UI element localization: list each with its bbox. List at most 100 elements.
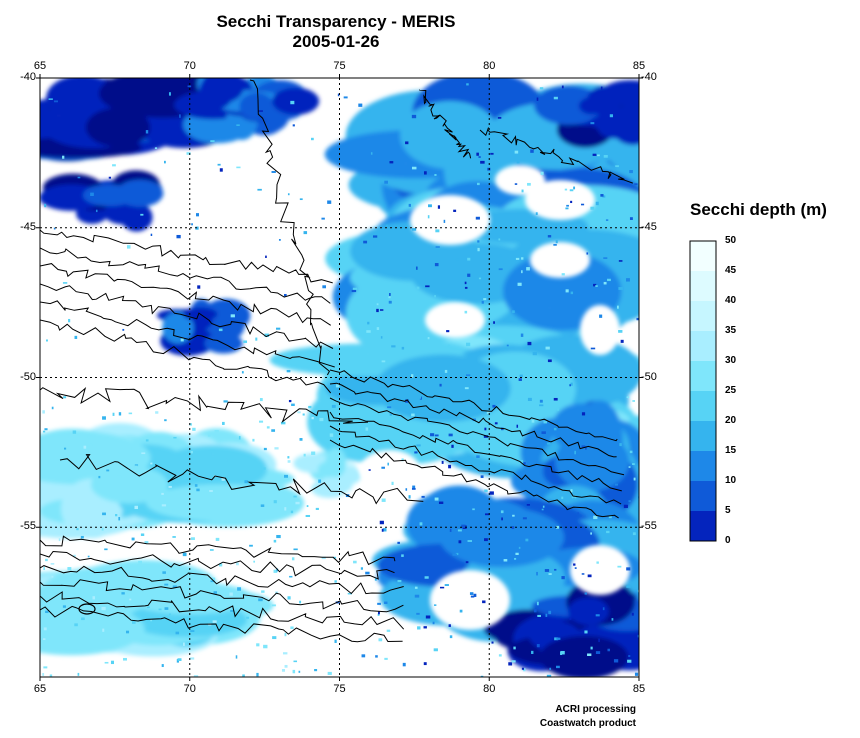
secchi-speck (172, 585, 177, 588)
bathymetry-contour-line (40, 247, 331, 304)
secchi-patch-east-south (374, 354, 511, 423)
secchi-speck (536, 97, 539, 101)
colorbar (689, 240, 717, 542)
secchi-speck (423, 626, 427, 629)
secchi-speck (555, 240, 558, 244)
secchi-speck (276, 568, 279, 572)
secchi-speck (477, 240, 480, 243)
colorbar-label: 20 (725, 415, 737, 426)
secchi-speck (125, 630, 130, 634)
secchi-speck (218, 563, 223, 567)
secchi-speck (570, 489, 573, 493)
secchi-speck (189, 657, 195, 660)
secchi-speck (629, 217, 633, 220)
secchi-speck (512, 310, 515, 314)
secchi-speck (161, 492, 164, 495)
secchi-speck (521, 189, 524, 193)
secchi-speck (498, 238, 501, 241)
lon-tick-label: 75 (333, 683, 346, 695)
secchi-speck (466, 342, 471, 347)
secchi-speck (68, 318, 71, 323)
secchi-speck (236, 166, 241, 169)
secchi-speck (416, 444, 421, 447)
secchi-speck (480, 160, 485, 164)
secchi-speck (626, 278, 630, 282)
secchi-speck (481, 300, 484, 304)
secchi-speck (374, 578, 377, 581)
secchi-speck (329, 433, 334, 437)
secchi-speck (539, 404, 544, 407)
secchi-speck (448, 464, 452, 469)
secchi-speck (554, 568, 557, 571)
secchi-speck (380, 336, 383, 339)
secchi-speck (416, 286, 420, 290)
secchi-speck (619, 443, 622, 447)
secchi-depth-field (40, 78, 639, 677)
bathymetry-contour-line (40, 283, 334, 349)
secchi-speck (169, 613, 172, 616)
secchi-speck (95, 209, 98, 213)
secchi-patch-northeast (602, 84, 639, 106)
bathymetry-contour-line (40, 319, 332, 394)
secchi-speck (43, 666, 48, 669)
secchi-speck (48, 98, 53, 100)
bathymetry-contour-line (419, 89, 472, 159)
secchi-speck (618, 287, 623, 290)
secchi-speck (150, 462, 153, 465)
bathymetry-contour-line (329, 425, 622, 505)
secchi-speck (63, 396, 67, 399)
secchi-speck (155, 411, 159, 414)
bathymetry-contour-line (40, 300, 335, 368)
secchi-speck (154, 147, 158, 149)
secchi-speck (595, 201, 599, 206)
map-title: Secchi Transparency - MERIS (216, 12, 456, 31)
secchi-speck (426, 154, 430, 159)
secchi-speck (526, 267, 530, 271)
secchi-speck (299, 198, 303, 201)
secchi-speck (229, 592, 233, 596)
secchi-speck (571, 495, 577, 499)
secchi-speck (241, 591, 244, 595)
secchi-speck (499, 254, 502, 257)
secchi-speck (343, 96, 348, 99)
secchi-speck (544, 569, 550, 572)
lon-tick-label: 80 (483, 683, 496, 695)
secchi-speck (42, 410, 45, 414)
secchi-speck (184, 459, 187, 462)
bathymetry-contour-line (329, 439, 619, 519)
secchi-speck (287, 456, 290, 459)
secchi-speck (487, 227, 490, 230)
secchi-speck (428, 204, 432, 208)
secchi-speck (590, 347, 596, 350)
secchi-speck (637, 634, 639, 638)
secchi-speck (58, 538, 61, 542)
secchi-speck (461, 524, 466, 528)
secchi-speck (255, 337, 258, 341)
secchi-speck (566, 204, 569, 207)
secchi-speck (584, 630, 588, 634)
secchi-speck (633, 477, 636, 481)
secchi-speck (391, 345, 396, 348)
secchi-speck (466, 83, 469, 86)
colorbar-title: Secchi depth (m) (690, 200, 827, 219)
secchi-speck (478, 156, 481, 158)
secchi-speck (314, 668, 318, 672)
secchi-speck (384, 657, 388, 660)
secchi-patch-southwest (90, 465, 168, 504)
secchi-speck (64, 447, 67, 450)
lon-tick-label: 65 (33, 683, 47, 695)
secchi-speck (519, 430, 524, 434)
secchi-speck (89, 443, 93, 447)
secchi-speck (472, 508, 475, 511)
secchi-speck (284, 474, 289, 478)
secchi-speck (178, 114, 181, 118)
secchi-speck (581, 573, 585, 575)
secchi-speck (327, 671, 332, 675)
secchi-speck (366, 330, 371, 333)
colorbar-segment (690, 271, 716, 301)
secchi-speck (556, 408, 560, 411)
secchi-speck (210, 580, 215, 583)
lat-tick-label: -50 (20, 370, 36, 383)
secchi-speck (516, 424, 519, 428)
colorbar-segment (690, 391, 716, 421)
